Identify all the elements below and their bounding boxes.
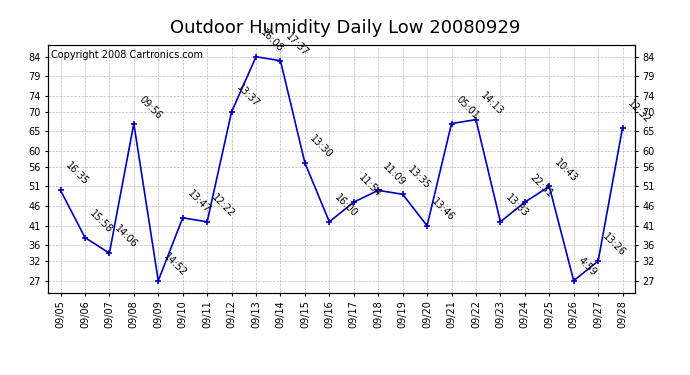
Text: 4:59: 4:59 — [576, 255, 599, 278]
Text: 13:33: 13:33 — [503, 192, 530, 219]
Text: 10:43: 10:43 — [552, 157, 579, 184]
Text: 09:56: 09:56 — [137, 94, 164, 121]
Text: 15:58: 15:58 — [88, 208, 115, 235]
Text: 05:01: 05:01 — [454, 94, 481, 121]
Text: 16:35: 16:35 — [63, 161, 90, 188]
Text: 13:26: 13:26 — [601, 231, 628, 258]
Text: 14:52: 14:52 — [161, 251, 188, 278]
Text: Outdoor Humidity Daily Low 20080929: Outdoor Humidity Daily Low 20080929 — [170, 19, 520, 37]
Text: 16:00: 16:00 — [332, 192, 359, 219]
Text: 13:35: 13:35 — [406, 165, 432, 192]
Text: 16:08: 16:08 — [259, 27, 286, 54]
Text: 14:06: 14:06 — [112, 224, 139, 251]
Text: 14:13: 14:13 — [479, 90, 506, 117]
Text: 11:09: 11:09 — [381, 161, 408, 188]
Text: 11:54: 11:54 — [357, 172, 384, 200]
Text: 13:47: 13:47 — [186, 188, 213, 215]
Text: 12:22: 12:22 — [210, 192, 237, 219]
Text: 12:32: 12:32 — [625, 98, 652, 125]
Text: 13:30: 13:30 — [308, 134, 335, 160]
Text: 22:31: 22:31 — [528, 172, 555, 200]
Text: Copyright 2008 Cartronics.com: Copyright 2008 Cartronics.com — [51, 50, 204, 60]
Text: 17:37: 17:37 — [283, 31, 310, 58]
Text: 13:37: 13:37 — [235, 82, 261, 109]
Text: 13:46: 13:46 — [430, 196, 457, 223]
